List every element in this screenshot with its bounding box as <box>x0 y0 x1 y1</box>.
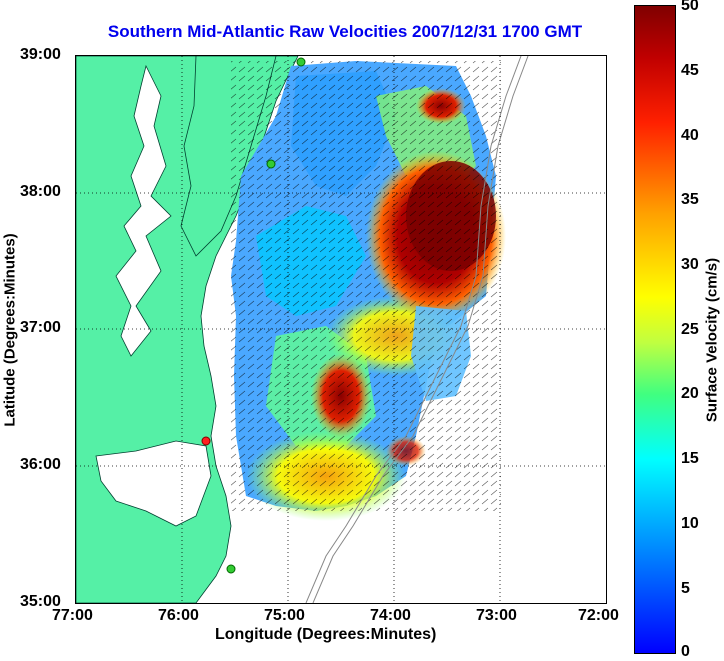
station-marker[interactable] <box>266 159 276 169</box>
colorbar <box>634 5 676 654</box>
chesapeake-bay <box>115 64 172 357</box>
velocity-map[interactable] <box>75 55 607 604</box>
colorbar-tick: 50 <box>681 0 699 14</box>
colorbar-label: Surface Velocity (cm/s) <box>703 257 721 423</box>
colorbar-tick: 25 <box>681 321 699 338</box>
colorbar-tick: 5 <box>681 580 690 597</box>
x-axis-label: Longitude (Degrees:Minutes) <box>215 626 437 643</box>
station-marker[interactable] <box>226 564 236 574</box>
y-tick-label: 38:00 <box>20 183 61 200</box>
velocity-field <box>231 61 506 521</box>
colorbar-tick: 20 <box>681 385 699 402</box>
colorbar-tick: 0 <box>681 643 690 660</box>
y-tick-label: 39:00 <box>20 46 61 63</box>
x-tick-label: 75:00 <box>264 607 305 624</box>
x-tick-label: 76:00 <box>158 607 199 624</box>
map-canvas <box>76 56 606 603</box>
y-tick-label: 37:00 <box>20 319 61 336</box>
station-marker[interactable] <box>296 57 306 67</box>
bathymetry-contours <box>305 56 529 603</box>
colorbar-tick: 35 <box>681 191 699 208</box>
colorbar-tick: 40 <box>681 127 699 144</box>
y-axis-label: Latitude (Degrees:Minutes) <box>1 233 19 427</box>
station-marker[interactable] <box>201 436 211 446</box>
map-grid <box>76 56 606 603</box>
colorbar-tick: 30 <box>681 256 699 273</box>
y-tick-label: 36:00 <box>20 456 61 473</box>
colorbar-tick: 45 <box>681 62 699 79</box>
x-tick-label: 73:00 <box>476 607 517 624</box>
y-tick-label: 35:00 <box>20 593 61 610</box>
x-tick-label: 74:00 <box>370 607 411 624</box>
colorbar-tick: 15 <box>681 450 699 467</box>
colorbar-tick: 10 <box>681 515 699 532</box>
map-title: Southern Mid-Atlantic Raw Velocities 200… <box>107 22 583 41</box>
x-tick-label: 77:00 <box>52 607 93 624</box>
x-tick-label: 72:00 <box>578 607 619 624</box>
